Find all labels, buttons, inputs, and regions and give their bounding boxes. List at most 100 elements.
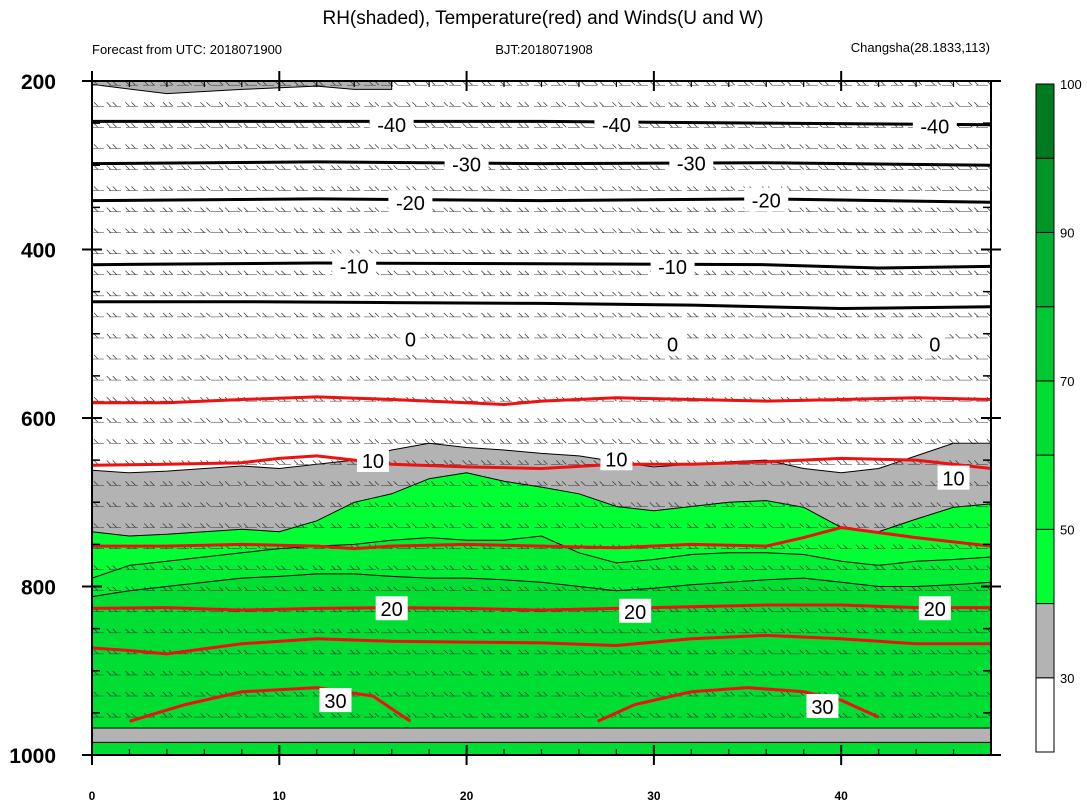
wind-barb [574,228,586,233]
wind-barb [574,712,586,718]
wind-barb [743,354,754,360]
wind-barb [349,565,361,570]
wind-barb [780,565,792,570]
wind-barb [293,207,305,212]
wind-barb [162,712,174,718]
wind-barb [874,375,885,381]
wind-barb [911,417,923,423]
wind-barb [799,628,810,634]
wind-barb [911,523,923,528]
wind-barb [649,333,661,339]
wind-barb [687,670,698,676]
wind-barb [125,691,136,697]
wind-barb [780,691,792,697]
wind-barb [874,354,885,360]
wind-barb [218,207,230,212]
wind-barb [499,565,511,570]
wind-barb [275,712,286,718]
wind-barb [200,586,211,591]
wind-barb [293,291,305,297]
wind-barb [687,417,698,423]
wind-barb [499,291,511,297]
wind-barb [949,523,960,528]
wind-barb [743,649,754,655]
wind-barb [724,354,736,360]
wind-barb [855,523,867,528]
wind-barb [349,228,361,233]
wind-barb [181,249,192,254]
wind-barb [143,270,155,276]
wind-barb [92,712,99,718]
wind-barb [481,123,492,128]
temperature-contour-red-5 [129,686,412,723]
wind-barb [743,502,754,507]
wind-barb [893,375,904,381]
temperature-contour-red-0 [92,395,991,407]
wind-barb [181,186,192,191]
wind-barb [593,186,604,191]
wind-barb [462,123,473,128]
wind-barb [574,291,586,297]
wind-barb [724,207,736,212]
wind-barb-row [92,249,991,254]
wind-barb [724,712,736,718]
wind-barb [443,460,455,465]
wind-barb [780,586,792,591]
wind-barb [911,502,923,507]
wind-barb [780,249,792,254]
wind-barb [92,691,99,697]
wind-barb [780,628,792,634]
wind-barb [537,417,548,423]
wind-barb [780,417,792,423]
wind-barb [92,165,99,170]
wind-barb [293,417,305,423]
wind-barb [106,565,117,570]
wind-barb [462,396,473,402]
wind-barb [874,691,885,697]
wind-barb [106,375,117,381]
wind-barb [237,354,249,360]
wind-barb-row [92,586,991,591]
wind-barb [481,270,492,276]
wind-barb [949,249,960,254]
wind-barb [818,417,829,423]
wind-barb [668,291,679,297]
wind-barb [630,649,642,655]
wind-barb [387,312,398,318]
wind-barb [724,439,736,444]
wind-barb [574,460,586,465]
wind-barb [555,291,567,297]
colorbar-label: 50 [1060,522,1074,537]
wind-barb [406,670,417,676]
wind-barb [949,670,960,676]
wind-barb [499,102,511,107]
wind-barb [125,396,136,402]
y-tick-label: 800 [21,577,56,600]
wind-barb [462,333,473,339]
wind-barb [181,144,192,149]
wind-barb [443,417,455,423]
wind-barb [181,270,192,276]
wind-barb [836,102,848,107]
wind-barb [349,712,361,718]
wind-barb [443,649,455,655]
wind-barb [200,691,211,697]
wind-barb [593,691,604,697]
wind-barb [106,712,117,718]
wind-barb [106,186,117,191]
wind-barb [499,312,511,318]
wind-barb [92,270,99,276]
wind-barb [499,375,511,381]
wind-barb [836,165,848,170]
wind-barb [593,228,604,233]
wind-barb [368,628,380,634]
wind-barb [218,249,230,254]
wind-barb [481,712,492,718]
wind-barb [125,354,136,360]
wind-barb [593,291,604,297]
wind-barb [218,586,230,591]
wind-barb [518,417,530,423]
temperature-contour-red-2 [92,525,991,551]
wind-barb [630,102,642,107]
wind-barb [443,228,455,233]
